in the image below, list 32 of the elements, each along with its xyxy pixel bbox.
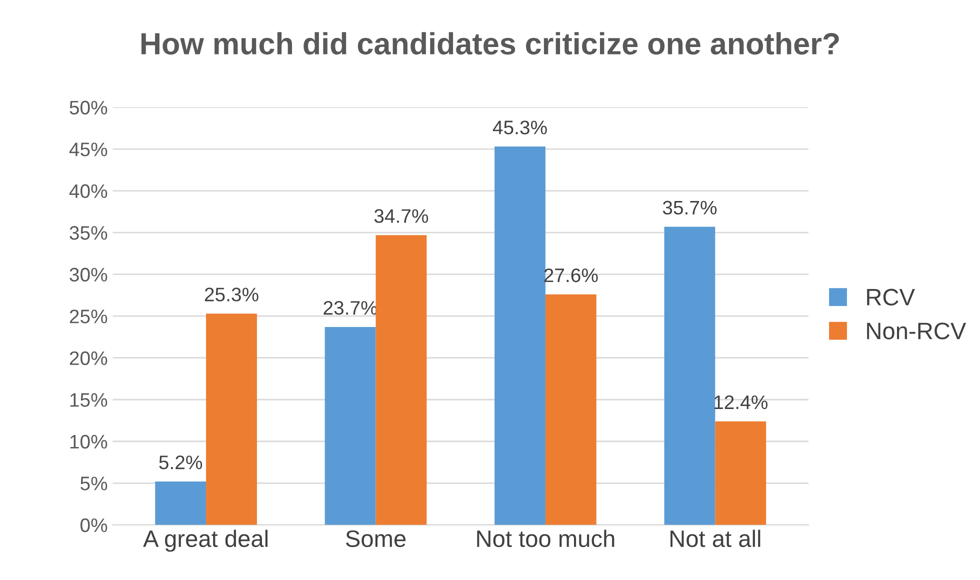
bar (376, 235, 427, 525)
chart-title: How much did candidates criticize one another? (141, 32, 839, 55)
bar (545, 294, 596, 525)
data-label: 25.3% (204, 288, 258, 302)
y-tick-label: 50% (70, 100, 108, 115)
x-tick-label: Some (346, 530, 406, 548)
x-tick-label: A great deal (143, 530, 268, 552)
y-tick-label: 45% (69, 142, 108, 156)
data-label: 34.7% (374, 209, 428, 223)
legend-label: RCV (867, 288, 915, 306)
y-tick-label: 15% (70, 393, 108, 407)
bar (155, 481, 206, 525)
data-label: 23.7% (324, 301, 378, 315)
y-tick-label: 5% (80, 476, 108, 490)
y-tick-label: 20% (70, 351, 108, 366)
y-tick-label: 10% (70, 434, 108, 449)
y-tick-label: 25% (70, 310, 108, 324)
x-tick-label: Not too much (477, 530, 614, 548)
data-label: 35.7% (662, 200, 717, 215)
y-tick-label: 0% (80, 518, 108, 532)
legend-label: Non-RCV (867, 322, 966, 340)
data-label: 5.2% (159, 456, 202, 470)
bar (324, 326, 376, 525)
x-tick-label: Not at all (670, 530, 760, 548)
bar (715, 421, 766, 525)
y-tick-label: 35% (70, 226, 108, 240)
bar (664, 226, 716, 525)
y-tick-label: 30% (70, 268, 108, 282)
bar (494, 146, 546, 525)
data-label: 45.3% (492, 120, 547, 134)
y-tick-label: 40% (69, 184, 108, 198)
bar (206, 314, 257, 525)
